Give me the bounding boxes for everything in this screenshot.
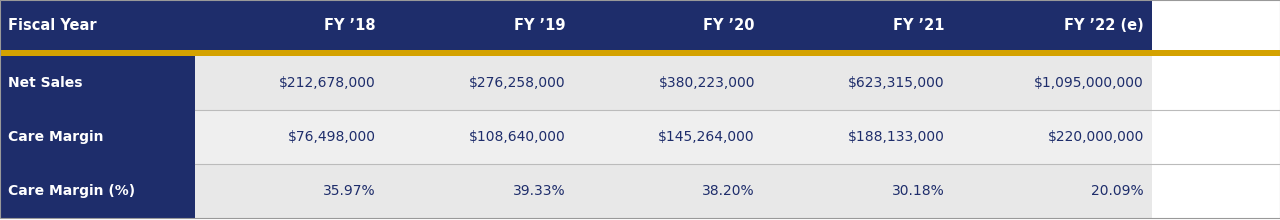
Bar: [384, 110, 573, 164]
Bar: [384, 164, 573, 218]
Bar: [0, 56, 195, 110]
Bar: [952, 0, 1152, 50]
Text: 38.20%: 38.20%: [703, 184, 755, 198]
Bar: [384, 56, 573, 110]
Text: 35.97%: 35.97%: [324, 184, 376, 198]
Bar: [0, 0, 195, 50]
Bar: [195, 56, 384, 110]
Text: 20.09%: 20.09%: [1092, 184, 1144, 198]
Bar: [763, 110, 952, 164]
Text: $380,223,000: $380,223,000: [658, 76, 755, 90]
Text: $145,264,000: $145,264,000: [658, 130, 755, 144]
Bar: [952, 164, 1152, 218]
Bar: [763, 56, 952, 110]
Bar: [952, 110, 1152, 164]
Bar: [0, 110, 195, 164]
Bar: [384, 0, 573, 50]
Text: FY ’19: FY ’19: [515, 18, 566, 33]
Bar: [573, 110, 763, 164]
Bar: [573, 56, 763, 110]
Text: 39.33%: 39.33%: [513, 184, 566, 198]
Bar: [763, 164, 952, 218]
Text: Care Margin: Care Margin: [8, 130, 104, 144]
Text: $220,000,000: $220,000,000: [1047, 130, 1144, 144]
Bar: [0, 50, 1280, 56]
Text: $1,095,000,000: $1,095,000,000: [1034, 76, 1144, 90]
Text: FY ’20: FY ’20: [704, 18, 755, 33]
Text: 30.18%: 30.18%: [892, 184, 945, 198]
Text: $76,498,000: $76,498,000: [288, 130, 376, 144]
Text: Fiscal Year: Fiscal Year: [8, 18, 96, 33]
Text: Net Sales: Net Sales: [8, 76, 82, 90]
Text: Care Margin (%): Care Margin (%): [8, 184, 136, 198]
Bar: [573, 164, 763, 218]
Bar: [0, 164, 195, 218]
Text: $188,133,000: $188,133,000: [847, 130, 945, 144]
Bar: [195, 110, 384, 164]
Text: FY ’22 (e): FY ’22 (e): [1064, 18, 1144, 33]
Bar: [573, 0, 763, 50]
Bar: [195, 0, 384, 50]
Text: $276,258,000: $276,258,000: [468, 76, 566, 90]
Text: FY ’18: FY ’18: [324, 18, 376, 33]
Text: $623,315,000: $623,315,000: [847, 76, 945, 90]
Text: FY ’21: FY ’21: [893, 18, 945, 33]
Bar: [763, 0, 952, 50]
Bar: [195, 164, 384, 218]
Text: $108,640,000: $108,640,000: [468, 130, 566, 144]
Text: $212,678,000: $212,678,000: [279, 76, 376, 90]
Bar: [952, 56, 1152, 110]
